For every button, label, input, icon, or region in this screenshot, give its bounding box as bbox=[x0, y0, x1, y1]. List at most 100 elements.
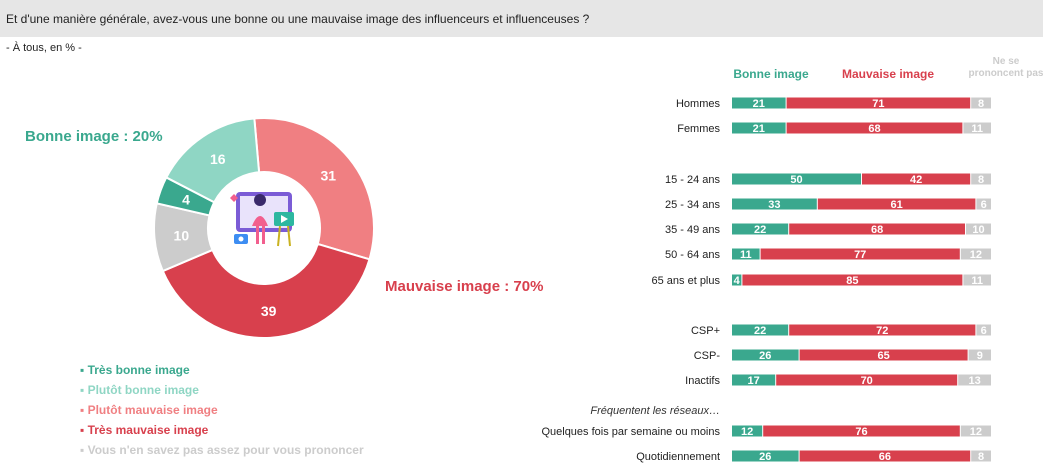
mauvaise-image-summary: Mauvaise image : 70% bbox=[385, 278, 544, 295]
bar-segment bbox=[732, 97, 786, 109]
bar-value-label: 65 bbox=[877, 350, 889, 362]
bar-segment bbox=[789, 324, 976, 336]
bar-value-label: 68 bbox=[868, 123, 880, 135]
bar-value-label: 8 bbox=[978, 174, 984, 186]
column-header: prononcent pas bbox=[968, 68, 1043, 79]
legend-item: ▪ Très bonne image bbox=[80, 363, 364, 383]
bar-value-label: 12 bbox=[970, 426, 982, 438]
donut-chart: 31 39 10 4 16 bbox=[153, 117, 375, 339]
bar-value-label: 6 bbox=[981, 325, 987, 337]
column-header: Mauvaise image bbox=[842, 67, 934, 81]
bar-value-label: 9 bbox=[977, 350, 983, 362]
row-label: 65 ans et plus bbox=[652, 275, 721, 287]
bar-segment bbox=[966, 223, 991, 235]
row-label: Quelques fois par semaine ou moins bbox=[541, 426, 720, 438]
legend-label: Plutôt bonne image bbox=[87, 383, 199, 397]
legend-label: Très bonne image bbox=[87, 363, 190, 377]
bar-segment bbox=[862, 173, 971, 185]
question-text: Et d'une manière générale, avez-vous une… bbox=[6, 12, 590, 26]
bar-value-label: 11 bbox=[971, 123, 983, 135]
bar-segment bbox=[732, 173, 861, 185]
bar-value-label: 77 bbox=[854, 249, 866, 261]
bar-segment bbox=[789, 223, 965, 235]
bar-segment bbox=[742, 274, 963, 286]
bar-segment bbox=[960, 425, 991, 437]
legend-label: Vous n'en savez pas assez pour vous pron… bbox=[87, 443, 364, 457]
bar-value-label: 66 bbox=[879, 451, 891, 463]
row-label: 25 - 34 ans bbox=[665, 199, 721, 211]
bar-value-label: 4 bbox=[734, 275, 741, 287]
row-label: 50 - 64 ans bbox=[665, 249, 721, 261]
bar-segment bbox=[971, 173, 991, 185]
bar-segment bbox=[971, 450, 991, 462]
bar-segment bbox=[786, 97, 971, 109]
bar-value-label: 71 bbox=[872, 98, 884, 110]
bar-segment bbox=[760, 248, 960, 260]
donut-slice-label: 4 bbox=[182, 191, 190, 207]
bar-value-label: 61 bbox=[890, 199, 902, 211]
bar-value-label: 68 bbox=[871, 224, 883, 236]
base-note: - À tous, en % - bbox=[6, 42, 82, 54]
group-title: Fréquentent les réseaux… bbox=[590, 405, 720, 417]
bar-value-label: 85 bbox=[846, 275, 858, 287]
bar-value-label: 33 bbox=[768, 199, 780, 211]
column-header: Ne se bbox=[993, 56, 1020, 67]
column-header: Bonne image bbox=[733, 67, 809, 81]
bar-segment bbox=[786, 122, 963, 134]
legend-item: ▪ Plutôt bonne image bbox=[80, 383, 364, 403]
bar-segment bbox=[732, 349, 799, 361]
bar-segment bbox=[960, 248, 991, 260]
legend-label: Très mauvaise image bbox=[87, 423, 209, 437]
bar-segment bbox=[958, 374, 991, 386]
bar-segment bbox=[732, 425, 763, 437]
row-label: 35 - 49 ans bbox=[665, 224, 721, 236]
donut-slice bbox=[164, 117, 261, 204]
bar-segment bbox=[971, 97, 991, 109]
row-label: CSP+ bbox=[691, 325, 720, 337]
bar-value-label: 6 bbox=[981, 199, 987, 211]
bar-segment bbox=[732, 223, 789, 235]
bar-value-label: 8 bbox=[978, 98, 984, 110]
bar-value-label: 10 bbox=[972, 224, 984, 236]
bar-segment bbox=[732, 198, 817, 210]
question-header: Et d'une manière générale, avez-vous une… bbox=[0, 0, 1043, 37]
donut-slice-label: 39 bbox=[261, 303, 277, 319]
donut-legend: ▪ Très bonne image ▪ Plutôt bonne image ▪ … bbox=[80, 363, 364, 463]
bar-value-label: 72 bbox=[876, 325, 888, 337]
bar-value-label: 21 bbox=[753, 98, 765, 110]
bar-value-label: 11 bbox=[971, 275, 983, 287]
bar-segment bbox=[763, 425, 960, 437]
row-label: Quotidiennement bbox=[636, 451, 720, 463]
bar-segment bbox=[732, 324, 789, 336]
bar-value-label: 42 bbox=[910, 174, 922, 186]
donut-slice bbox=[253, 117, 375, 261]
bar-value-label: 12 bbox=[970, 249, 982, 261]
bar-segment bbox=[976, 198, 991, 210]
bar-value-label: 50 bbox=[790, 174, 802, 186]
legend-bullet-icon: ▪ bbox=[80, 403, 88, 417]
bonne-image-summary: Bonne image : 20% bbox=[25, 128, 163, 145]
row-label: Femmes bbox=[677, 123, 720, 135]
bar-value-label: 26 bbox=[759, 451, 771, 463]
row-label: Hommes bbox=[676, 98, 721, 110]
bar-segment bbox=[776, 374, 958, 386]
bar-value-label: 13 bbox=[968, 375, 980, 387]
legend-bullet-icon: ▪ bbox=[80, 383, 88, 397]
bar-segment bbox=[968, 349, 991, 361]
influencer-illustration-icon bbox=[230, 192, 294, 247]
row-label: CSP- bbox=[694, 350, 721, 362]
legend-item: ▪ Très mauvaise image bbox=[80, 423, 364, 443]
legend-item: ▪ Vous n'en savez pas assez pour vous pr… bbox=[80, 443, 364, 463]
donut-slice-label: 16 bbox=[210, 151, 226, 167]
bar-value-label: 17 bbox=[747, 375, 759, 387]
bar-segment bbox=[963, 122, 991, 134]
bar-segment bbox=[732, 274, 742, 286]
legend-bullet-icon: ▪ bbox=[80, 363, 88, 377]
donut-slice-label: 31 bbox=[320, 167, 336, 183]
bar-value-label: 26 bbox=[759, 350, 771, 362]
bar-value-label: 76 bbox=[855, 426, 867, 438]
donut-slice bbox=[161, 242, 371, 339]
bar-segment bbox=[817, 198, 976, 210]
donut-slice-label: 10 bbox=[174, 227, 190, 243]
bar-value-label: 22 bbox=[754, 325, 766, 337]
